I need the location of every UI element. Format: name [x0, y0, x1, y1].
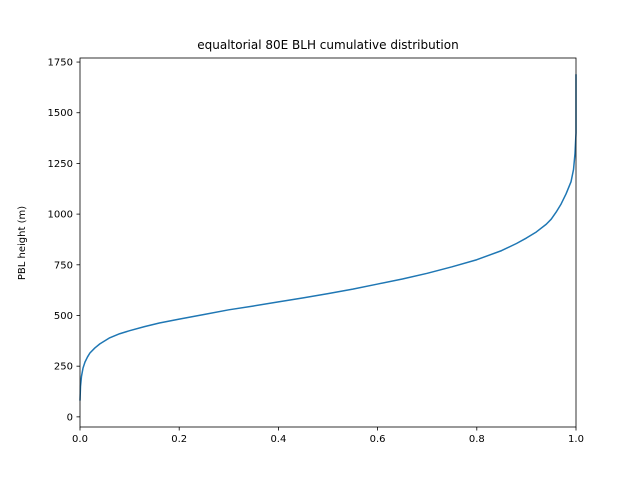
y-tick-label: 1250 [48, 159, 73, 170]
x-tick-label: 0.4 [270, 434, 286, 445]
data-line [79, 74, 577, 401]
x-axis: 0.0 0.2 0.4 0.6 0.8 1.0 [72, 427, 584, 445]
x-tick-label: 0.8 [469, 434, 485, 445]
x-tick-label: 0.2 [171, 434, 187, 445]
chart-title: equaltorial 80E BLH cumulative distribut… [197, 38, 458, 52]
y-tick-label: 0 [67, 412, 73, 423]
axes-frame [79, 57, 577, 428]
y-tick-label: 1750 [48, 58, 73, 69]
y-tick-label: 750 [54, 260, 73, 271]
y-tick-label: 250 [54, 362, 73, 373]
y-axis-title: PBL height (m) [17, 206, 28, 280]
x-tick-label: 1.0 [568, 434, 584, 445]
y-tick-label: 500 [54, 311, 73, 322]
x-tick-label: 0.6 [370, 434, 386, 445]
y-tick-label: 1000 [48, 210, 73, 221]
x-tick-label: 0.0 [72, 434, 88, 445]
y-tick-label: 1500 [48, 108, 73, 119]
y-axis: 0 250 500 750 1000 1250 1500 1750 [48, 58, 80, 423]
